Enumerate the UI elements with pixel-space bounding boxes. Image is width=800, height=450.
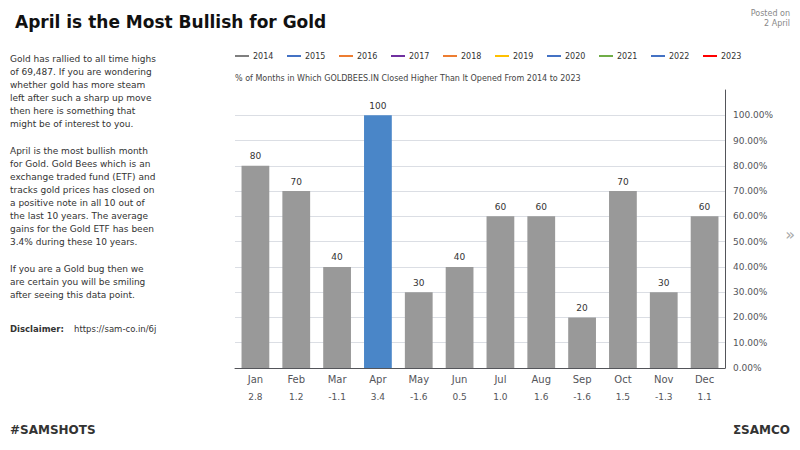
svg-text:40.00%: 40.00% [733,262,768,272]
svg-text:70.00%: 70.00% [733,186,768,196]
svg-text:90.00%: 90.00% [733,136,768,146]
svg-text:#SAMSHOTS: #SAMSHOTS [10,423,96,437]
svg-text:If you are a Gold bug then we: If you are a Gold bug then we [10,264,144,274]
svg-text:2016: 2016 [357,52,377,61]
svg-text:Sep: Sep [573,374,592,385]
svg-text:might be of interest to you.: might be of interest to you. [10,119,133,129]
svg-text:60.00%: 60.00% [733,211,768,221]
svg-text:May: May [408,374,429,385]
svg-text:»: » [785,225,795,244]
svg-text:2018: 2018 [461,52,481,61]
svg-text:Jun: Jun [451,374,468,385]
svg-text:100: 100 [369,101,386,111]
svg-text:1.0: 1.0 [493,392,508,402]
svg-text:2020: 2020 [565,52,585,61]
svg-text:-1.3: -1.3 [655,392,673,402]
svg-text:30.00%: 30.00% [733,287,768,297]
svg-text:left after such a sharp up mov: left after such a sharp up move [10,93,152,103]
svg-text:-1.6: -1.6 [410,392,428,402]
svg-text:April is the Most Bullish for: April is the Most Bullish for Gold [15,12,326,32]
svg-text:Aug: Aug [531,374,551,385]
svg-text:Jul: Jul [493,374,506,385]
svg-text:% of Months in Which GOLDBEES.: % of Months in Which GOLDBEES.IN Closed … [235,74,581,83]
svg-text:for Gold. Gold Bees which is a: for Gold. Gold Bees which is an [10,159,150,169]
svg-text:then here is something that: then here is something that [10,106,136,116]
svg-text:1.6: 1.6 [534,392,549,402]
svg-text:Posted on: Posted on [751,9,790,18]
svg-text:70: 70 [291,177,303,187]
svg-text:60: 60 [536,202,548,212]
svg-text:a positive note in all 10 out: a positive note in all 10 out of [10,198,146,208]
svg-text:ΣSAMCO: ΣSAMCO [733,423,790,437]
svg-text:are certain you will be smilin: are certain you will be smiling [10,277,145,287]
svg-text:1.2: 1.2 [289,392,303,402]
svg-text:2 April: 2 April [764,19,790,28]
svg-text:100.00%: 100.00% [733,110,773,120]
svg-text:30: 30 [413,278,425,288]
svg-text:3.4% during these 10 years.: 3.4% during these 10 years. [10,237,137,247]
svg-text:Gold has rallied to all time h: Gold has rallied to all time highs [10,54,156,64]
svg-text:-1.6: -1.6 [573,392,591,402]
svg-text:Apr: Apr [369,374,387,385]
svg-text:April is the most bullish mont: April is the most bullish month [10,146,148,156]
svg-text:60: 60 [495,202,507,212]
svg-text:Jan: Jan [247,374,263,385]
svg-text:Nov: Nov [654,374,674,385]
svg-text:Mar: Mar [328,374,348,385]
svg-text:2015: 2015 [305,52,325,61]
svg-text:2022: 2022 [669,52,689,61]
svg-text:30: 30 [658,278,670,288]
svg-text:2014: 2014 [253,52,273,61]
svg-text:whether gold has more steam: whether gold has more steam [10,80,145,90]
svg-text:0.5: 0.5 [452,392,466,402]
svg-text:50.00%: 50.00% [733,237,768,247]
svg-text:40: 40 [454,252,466,262]
svg-text:60: 60 [699,202,711,212]
svg-text:0.00%: 0.00% [733,363,762,373]
svg-text:80.00%: 80.00% [733,161,768,171]
svg-text:20: 20 [576,303,588,313]
svg-text:after seeing this data point.: after seeing this data point. [10,290,135,300]
svg-text:-1.1: -1.1 [328,392,346,402]
svg-text:gains for the Gold ETF has bee: gains for the Gold ETF has been [10,224,154,234]
svg-text:2023: 2023 [721,52,741,61]
svg-text:80: 80 [250,151,262,161]
svg-text:Oct: Oct [614,374,631,385]
svg-text:10.00%: 10.00% [733,338,768,348]
svg-text:2019: 2019 [513,52,533,61]
svg-text:40: 40 [331,252,343,262]
svg-text:Disclaimer:: Disclaimer: [10,324,67,334]
svg-text:2017: 2017 [409,52,429,61]
svg-text:70: 70 [617,177,629,187]
svg-text:tracks gold prices has closed: tracks gold prices has closed on [10,185,154,195]
svg-text:Feb: Feb [287,374,305,385]
svg-text:1.1: 1.1 [697,392,711,402]
svg-text:https://sam-co.in/6j: https://sam-co.in/6j [74,324,156,334]
svg-text:Dec: Dec [695,374,714,385]
svg-text:exchange traded fund (ETF) and: exchange traded fund (ETF) and [10,172,155,182]
svg-text:1.5: 1.5 [616,392,630,402]
svg-text:3.4: 3.4 [371,392,386,402]
svg-text:of 69,487. If you are wonderin: of 69,487. If you are wondering [10,67,152,77]
svg-text:2021: 2021 [617,52,637,61]
svg-text:the last 10 years. The average: the last 10 years. The average [10,211,148,221]
svg-text:20.00%: 20.00% [733,312,768,322]
svg-text:2.8: 2.8 [248,392,263,402]
